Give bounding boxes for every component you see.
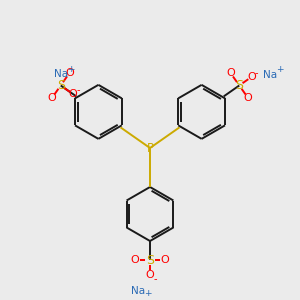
Text: Na: Na xyxy=(262,70,277,80)
Text: O: O xyxy=(247,72,256,82)
Text: +: + xyxy=(144,289,152,298)
Text: O: O xyxy=(160,255,169,265)
Text: P: P xyxy=(146,142,154,154)
Text: -: - xyxy=(153,274,157,284)
Text: Na: Na xyxy=(131,286,145,296)
Text: -: - xyxy=(76,85,80,95)
Text: O: O xyxy=(244,93,252,103)
Text: S: S xyxy=(235,79,243,92)
Text: +: + xyxy=(276,65,283,74)
Text: O: O xyxy=(146,270,154,280)
Text: S: S xyxy=(146,254,154,266)
Text: -: - xyxy=(255,68,258,78)
Text: Na: Na xyxy=(54,69,68,79)
Text: O: O xyxy=(69,89,77,99)
Text: O: O xyxy=(226,68,235,78)
Text: +: + xyxy=(67,64,75,74)
Text: O: O xyxy=(130,255,140,265)
Text: S: S xyxy=(57,79,65,92)
Text: O: O xyxy=(65,68,74,78)
Text: O: O xyxy=(48,93,56,103)
